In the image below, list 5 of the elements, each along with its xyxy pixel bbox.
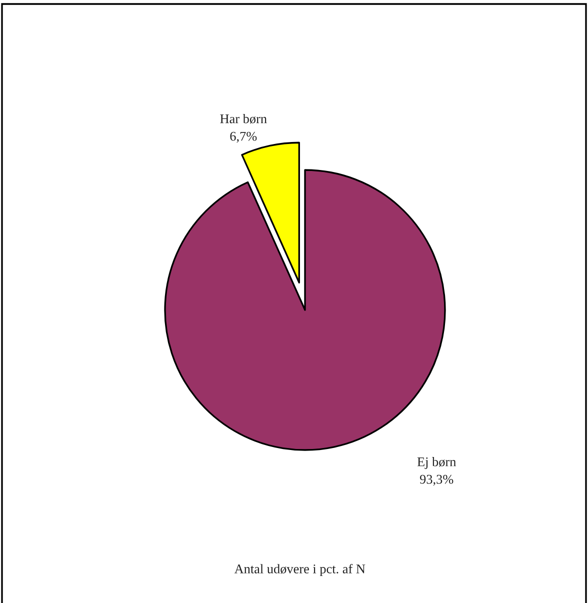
slice-label: Har børn xyxy=(220,114,267,124)
slice-label: Ej børn xyxy=(417,457,456,469)
data-label: 93,3% xyxy=(420,474,454,486)
text: Antal udøvere i pct. af N xyxy=(234,564,366,576)
data-label: 6,7% xyxy=(230,132,257,143)
